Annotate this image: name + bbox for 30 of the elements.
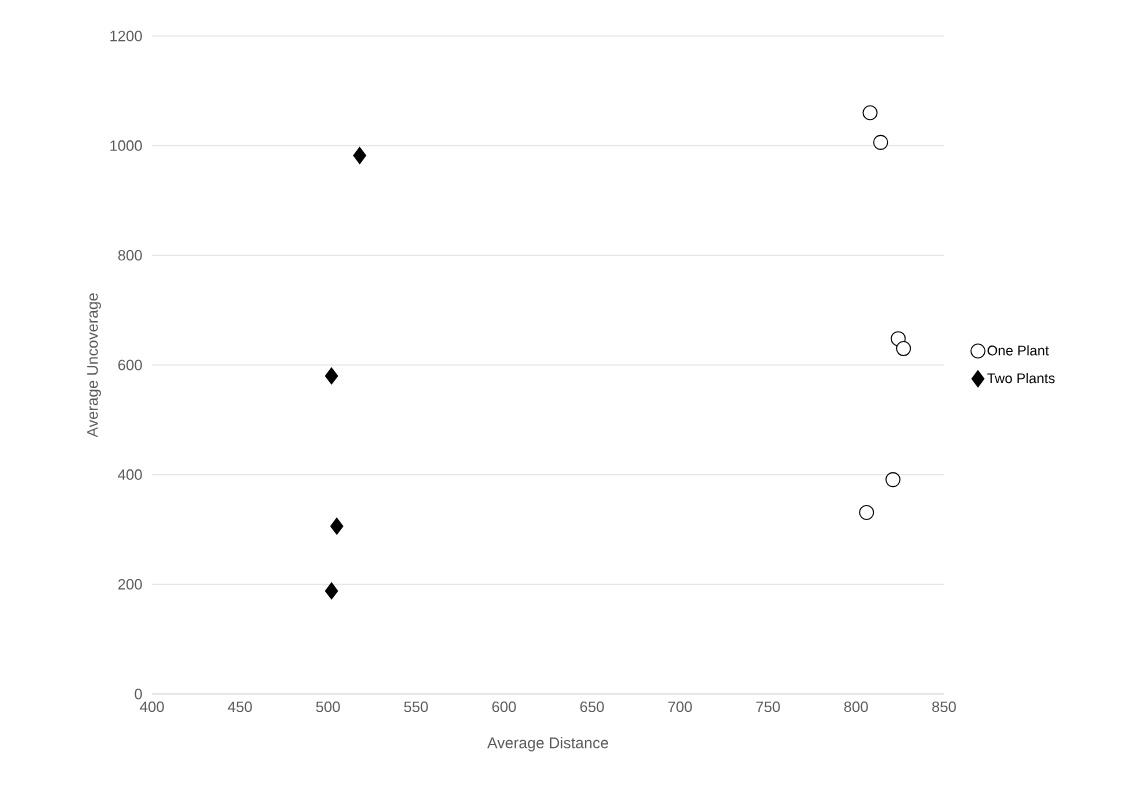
point [862,105,878,121]
x-tick-label: 600 [492,701,516,713]
legend-label: One Plant [987,345,1049,356]
point [324,582,339,600]
x-axis-title: Average Distance [487,737,609,752]
legend-label: Two Plants [987,372,1055,384]
y-tick-label: 600 [118,359,142,371]
point [859,504,875,521]
point [330,517,344,535]
x-tick-label: 750 [756,701,780,713]
point [324,367,339,385]
x-tick-label: 800 [844,701,868,713]
x-tick-label: 650 [580,701,604,713]
x-tick-label: 400 [139,701,164,713]
y-tick-label: 1200 [110,30,142,42]
point [885,472,901,488]
point [873,134,889,150]
x-tick-label: 550 [404,701,428,713]
y-tick-label: 1000 [110,140,142,151]
x-tick-label: 500 [316,701,340,713]
point [895,340,912,357]
y-tick-label: 0 [134,688,142,700]
y-tick-label: 400 [117,469,142,480]
point [353,146,367,165]
y-tick-label: 800 [118,250,142,261]
y-axis-title: Average Uncoverage [87,293,101,438]
x-tick-label: 700 [668,701,692,713]
x-tick-label: 450 [227,701,252,713]
x-tick-label: 850 [932,701,956,713]
y-tick-label: 200 [118,579,142,590]
